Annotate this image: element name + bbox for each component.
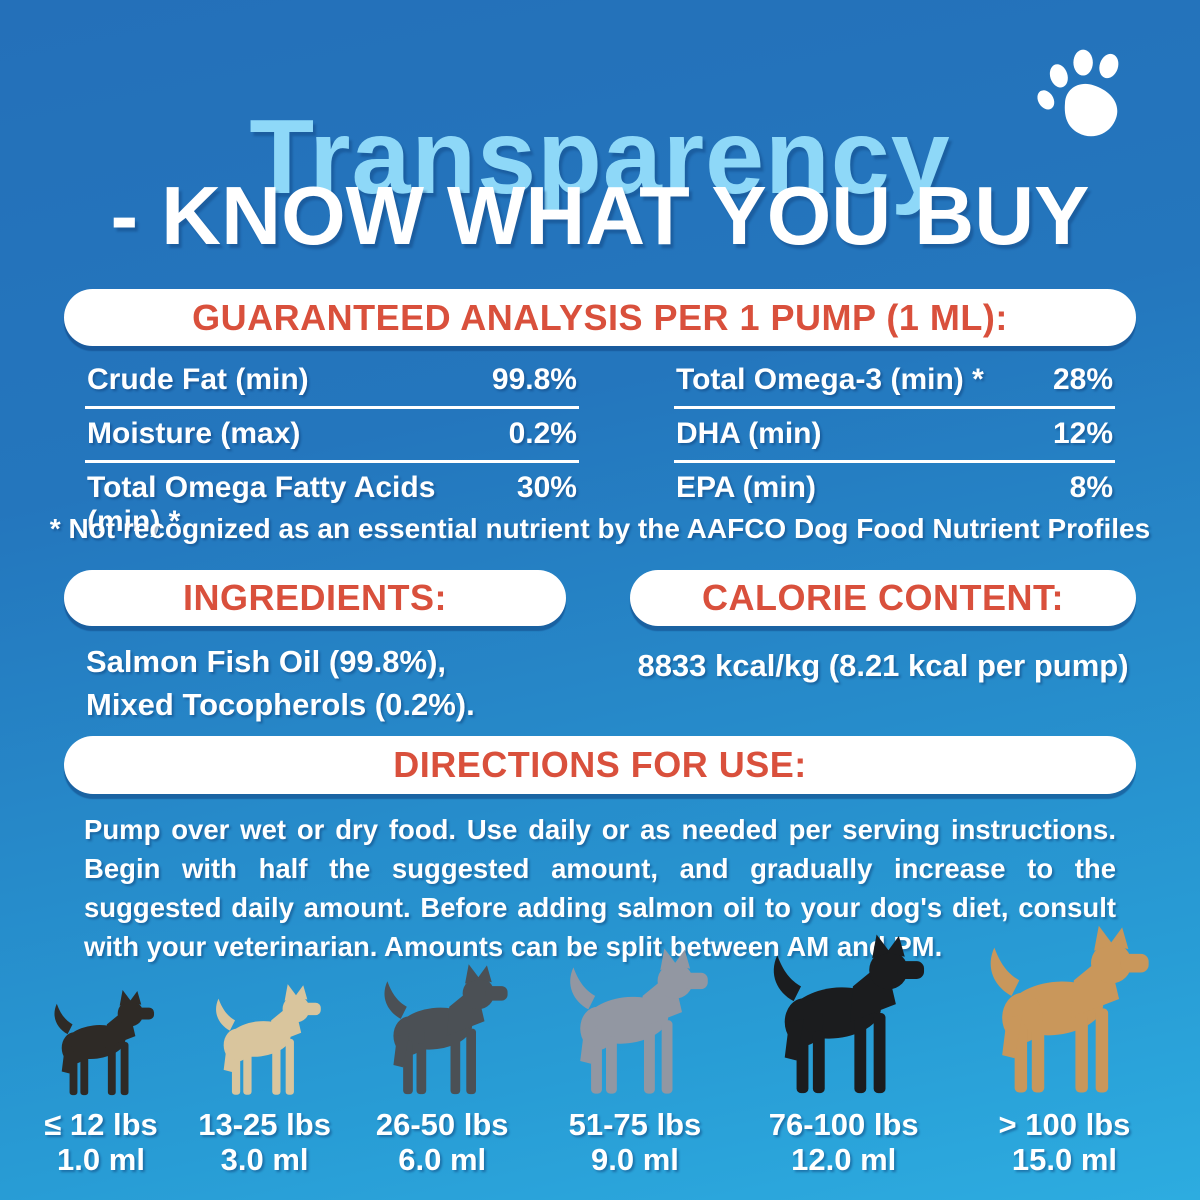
calorie-content-heading: CALORIE CONTENT:: [702, 577, 1064, 618]
directions-banner: DIRECTIONS FOR USE:: [64, 736, 1136, 794]
analysis-label: Crude Fat (min): [87, 363, 309, 396]
dosage-item-medium: 26-50 lbs 6.0 ml: [369, 963, 515, 1177]
weight-range: 26-50 lbs: [375, 1107, 509, 1142]
paw-print-icon: [1037, 49, 1119, 137]
dosage-item-large: 51-75 lbs 9.0 ml: [553, 947, 716, 1177]
analysis-label: Total Omega Fatty Acids (min) *: [87, 471, 436, 538]
table-row: DHA (min) 12%: [673, 409, 1115, 463]
analysis-value: 8%: [1069, 471, 1113, 504]
analysis-value: 99.8%: [491, 363, 577, 396]
dog-silhouette-mastiff-icon: [971, 924, 1158, 1099]
directions-heading: DIRECTIONS FOR USE:: [393, 744, 807, 785]
dosage-item-xsmall: ≤ 12 lbs 1.0 ml: [42, 989, 160, 1177]
calorie-content-value: 8833 kcal/kg (8.21 kcal per pump): [637, 648, 1129, 683]
dog-silhouette-pit-bull-icon: [553, 947, 716, 1099]
weight-range: ≤ 12 lbs: [44, 1107, 158, 1142]
dose-amount: 1.0 ml: [57, 1142, 145, 1177]
ingredients-line: Salmon Fish Oil (99.8%),: [86, 644, 447, 679]
weight-range: 51-75 lbs: [568, 1107, 702, 1142]
analysis-label: EPA (min): [675, 471, 816, 504]
dosage-label: 76-100 lbs 12.0 ml: [769, 1107, 919, 1177]
weight-range: 76-100 lbs: [768, 1107, 919, 1142]
analysis-value: 28%: [1052, 363, 1113, 396]
dog-silhouette-great-dane-icon: [755, 933, 933, 1099]
guaranteed-analysis-table: Crude Fat (min) 99.8% Moisture (max) 0.2…: [85, 355, 1115, 548]
table-row: Total Omega Fatty Acids (min) * 30%: [85, 463, 579, 548]
dose-amount: 6.0 ml: [398, 1142, 487, 1177]
analysis-column-left: Crude Fat (min) 99.8% Moisture (max) 0.2…: [85, 355, 579, 548]
dosage-item-small: 13-25 lbs 3.0 ml: [198, 983, 331, 1177]
analysis-column-right: Total Omega-3 (min) * 28% DHA (min) 12% …: [673, 355, 1115, 548]
analysis-label: DHA (min): [675, 417, 822, 450]
table-row: EPA (min) 8%: [674, 463, 1115, 514]
dosage-label: 26-50 lbs 6.0 ml: [376, 1107, 509, 1177]
weight-range: 13-25 lbs: [198, 1107, 331, 1142]
weight-range: > 100 lbs: [998, 1107, 1131, 1142]
dog-silhouette-schnauzer-icon: [369, 963, 515, 1099]
dose-amount: 9.0 ml: [591, 1142, 679, 1177]
dosage-item-giant: > 100 lbs 15.0 ml: [971, 924, 1158, 1177]
table-row: Moisture (max) 0.2%: [85, 409, 579, 463]
ingredients-text: Salmon Fish Oil (99.8%), Mixed Tocophero…: [86, 640, 566, 726]
page-subtitle: - KNOW WHAT YOU BUY: [110, 169, 1090, 262]
dosage-chart: ≤ 12 lbs 1.0 ml 13-25 lbs 3.0 ml 26-50 l…: [42, 925, 1158, 1177]
analysis-value: 0.2%: [508, 417, 577, 450]
analysis-label: Total Omega-3 (min) *: [675, 363, 984, 396]
calorie-content-banner: CALORIE CONTENT:: [630, 570, 1136, 626]
dose-amount: 15.0 ml: [1011, 1142, 1118, 1177]
dose-amount: 12.0 ml: [791, 1142, 897, 1177]
analysis-value: 12%: [1052, 417, 1113, 450]
directions-body: Pump over wet or dry food. Use daily or …: [84, 814, 1116, 962]
analysis-label: Moisture (max): [87, 417, 301, 450]
aafco-footnote: * Not recognized as an essential nutrien…: [49, 513, 1151, 544]
table-row: Total Omega-3 (min) * 28%: [673, 355, 1115, 409]
analysis-value: 30%: [516, 471, 577, 504]
dosage-label: > 100 lbs 15.0 ml: [999, 1107, 1131, 1177]
dose-amount: 3.0 ml: [220, 1142, 309, 1177]
dosage-label: ≤ 12 lbs 1.0 ml: [44, 1107, 158, 1177]
dosage-label: 51-75 lbs 9.0 ml: [569, 1107, 702, 1177]
guaranteed-analysis-banner: GUARANTEED ANALYSIS PER 1 PUMP (1 ML):: [64, 289, 1136, 346]
dog-silhouette-miniature-pinscher-icon: [42, 989, 160, 1099]
guaranteed-analysis-heading: GUARANTEED ANALYSIS PER 1 PUMP (1 ML):: [192, 296, 1008, 338]
page-title: Transparency: [249, 98, 951, 217]
ingredients-line: Mixed Tocopherols (0.2%).: [86, 687, 475, 722]
dog-silhouette-pug-icon: [203, 983, 327, 1099]
ingredients-banner: INGREDIENTS:: [64, 570, 566, 626]
table-row: Crude Fat (min) 99.8%: [85, 355, 579, 409]
dosage-label: 13-25 lbs 3.0 ml: [198, 1107, 331, 1177]
dosage-item-xlarge: 76-100 lbs 12.0 ml: [755, 933, 933, 1177]
ingredients-heading: INGREDIENTS:: [182, 577, 447, 618]
